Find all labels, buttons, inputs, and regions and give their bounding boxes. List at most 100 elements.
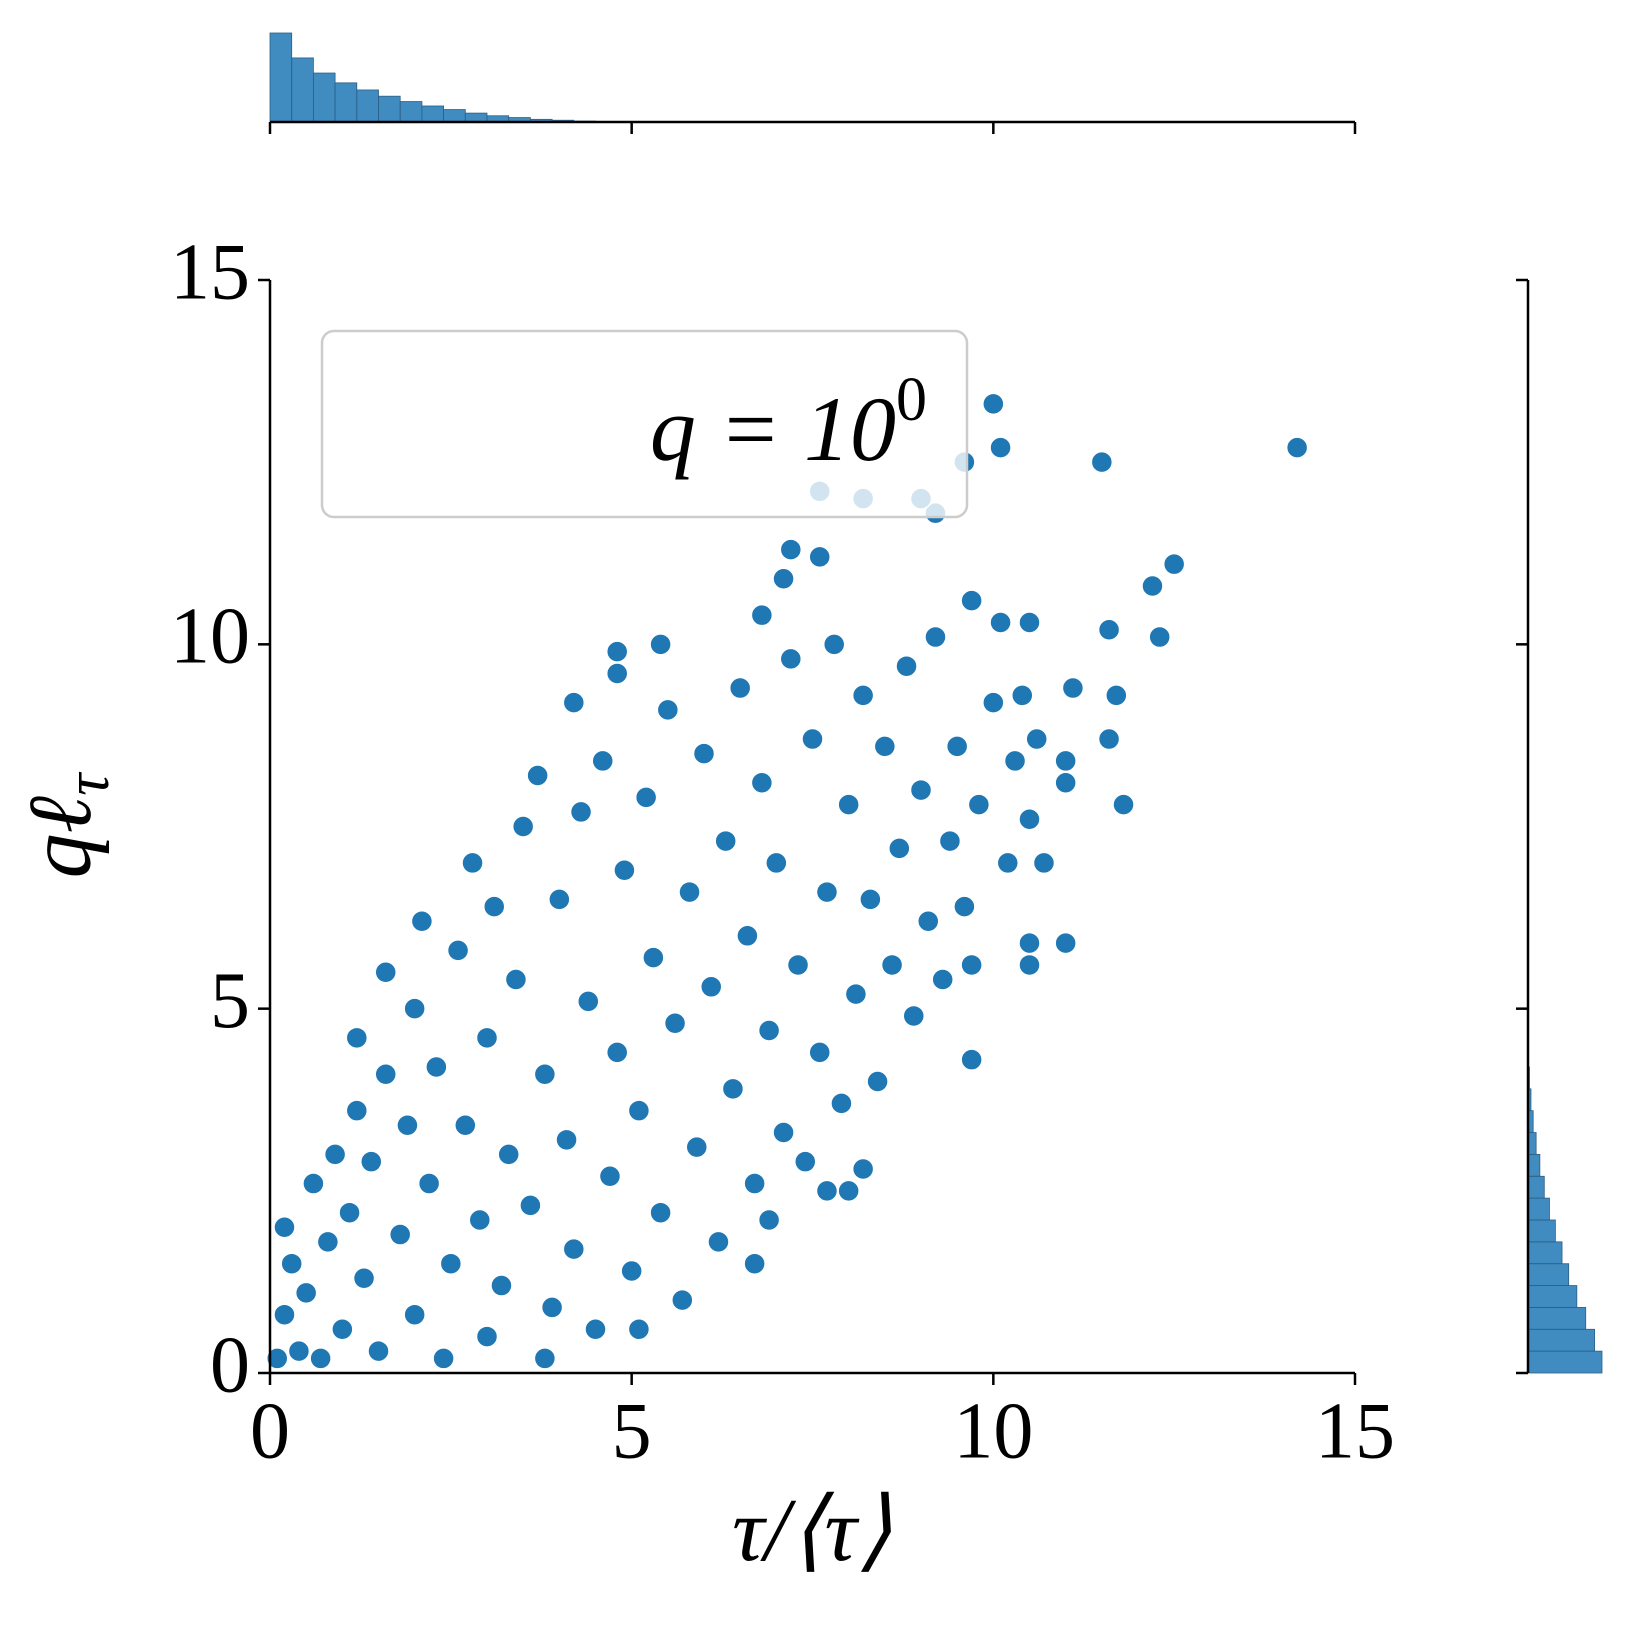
scatter-point — [374, 960, 397, 984]
scatter-point — [1285, 436, 1309, 459]
scatter-point — [895, 654, 918, 678]
y-tick-label: 5 — [210, 957, 250, 1045]
scatter-point — [1011, 684, 1034, 707]
scatter-point — [634, 786, 658, 809]
scatter-point — [316, 1230, 340, 1254]
scatter-point — [873, 735, 897, 758]
scatter-point — [417, 1172, 441, 1195]
scatter-point — [989, 611, 1012, 634]
scatter-point — [678, 880, 701, 904]
scatter-point — [924, 625, 947, 649]
y-label-main: qℓ — [11, 795, 110, 878]
histogram-bar — [1527, 1263, 1570, 1286]
scatter-point — [396, 1114, 419, 1137]
x-tick-label: 5 — [612, 1387, 652, 1475]
scatter-point — [613, 858, 636, 882]
scatter-point — [548, 888, 571, 911]
scatter-point — [1162, 552, 1186, 576]
scatter-point — [851, 684, 875, 707]
scatter-point — [1054, 931, 1077, 955]
scatter-point — [1112, 793, 1135, 816]
histogram-bar — [1527, 1197, 1550, 1221]
histogram-bar — [378, 95, 401, 123]
legend-box — [320, 329, 969, 519]
scatter-point — [345, 1026, 369, 1050]
legend-label: q = 100 — [650, 366, 927, 480]
scatter-point — [1054, 749, 1077, 773]
scatter-point — [511, 815, 535, 838]
scatter-point — [1025, 727, 1048, 751]
scatter-point — [663, 1011, 687, 1035]
scatter-point — [772, 1121, 795, 1144]
scatter-point — [627, 1318, 651, 1341]
scatter-point — [743, 1252, 766, 1275]
scatter-point — [1018, 953, 1041, 977]
scatter-point — [736, 924, 759, 948]
scatter-point — [591, 749, 614, 773]
scatter-point — [446, 939, 470, 962]
scatter-point — [902, 1004, 926, 1028]
scatter-point — [960, 1048, 983, 1071]
scatter-point — [649, 1201, 672, 1224]
y-tick-label: 10 — [170, 593, 250, 681]
scatter-point — [360, 1150, 383, 1173]
scatter-point — [461, 851, 484, 875]
scatter-point — [931, 968, 954, 991]
scatter-point — [504, 968, 528, 991]
scatter-point — [728, 676, 752, 700]
histogram-bar — [312, 72, 336, 123]
scatter-point — [482, 895, 506, 918]
scatter-point — [815, 880, 839, 904]
scatter-point — [454, 1114, 477, 1137]
histogram-bar — [334, 82, 358, 123]
histogram-bar — [421, 105, 444, 123]
histogram-bar — [1527, 1175, 1545, 1199]
scatter-point — [960, 953, 983, 977]
scatter-point — [526, 764, 549, 787]
scatter-point — [287, 1339, 311, 1363]
scatter-point — [468, 1208, 492, 1232]
scatter-point — [273, 1216, 296, 1239]
scatter-point — [960, 589, 983, 612]
scatter-point — [1054, 771, 1077, 795]
legend-sup: 0 — [896, 366, 927, 434]
x-axis-label: τ/⟨τ⟩ — [732, 1481, 892, 1580]
scatter-point — [555, 1128, 578, 1152]
scatter-point — [302, 1172, 325, 1195]
scatter-point — [265, 1347, 289, 1370]
histogram-bar — [443, 109, 466, 123]
scatter-point — [815, 1179, 839, 1203]
scatter-point — [1018, 931, 1041, 955]
scatter-point — [323, 1143, 347, 1166]
scatter-point — [367, 1339, 390, 1363]
scatter-point — [331, 1318, 354, 1341]
scatter-point — [916, 909, 940, 933]
histogram-bar — [1527, 1307, 1587, 1330]
scatter-point — [533, 1062, 557, 1086]
scatter-point — [837, 1179, 860, 1203]
scatter-point — [656, 698, 680, 722]
scatter-point — [345, 1099, 369, 1122]
histogram-bar — [464, 112, 488, 123]
scatter-point — [779, 538, 803, 561]
scatter-point — [577, 990, 600, 1013]
histogram-bar — [1527, 1241, 1563, 1265]
scatter-point — [490, 1274, 513, 1297]
scatter-point — [1018, 611, 1041, 634]
x-tick-label: 15 — [1315, 1387, 1395, 1475]
scatter-point — [786, 953, 810, 977]
scatter-point — [888, 837, 911, 860]
scatter-point — [1148, 625, 1171, 649]
scatter-point — [280, 1252, 303, 1275]
x-tick-label: 10 — [953, 1387, 1033, 1475]
scatter-point — [562, 1237, 586, 1261]
scatter-point — [605, 640, 629, 663]
scatter-point — [851, 1157, 875, 1181]
scatter-point — [699, 975, 723, 999]
scatter-point — [374, 1062, 397, 1086]
scatter-point — [649, 633, 672, 656]
scatter-point — [425, 1055, 448, 1079]
scatter-point — [794, 1150, 817, 1173]
scatter-point — [989, 436, 1012, 459]
